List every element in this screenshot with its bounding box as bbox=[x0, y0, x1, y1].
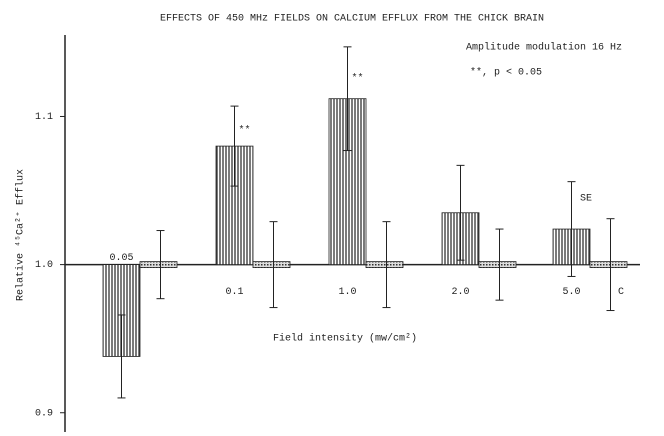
bar bbox=[139, 261, 178, 269]
chart-title: EFFECTS OF 450 MHz FIELDS ON CALCIUM EFF… bbox=[160, 14, 544, 25]
y-tick-label: 1.0 bbox=[35, 260, 53, 271]
legend-note: Amplitude modulation 16 Hz bbox=[466, 42, 622, 54]
x-tick-label: 1.0 bbox=[338, 287, 356, 298]
y-axis-label: Relative ⁴⁵Ca²⁺ Efflux bbox=[15, 169, 27, 301]
bar bbox=[478, 261, 517, 269]
x-tick-label: 0.05 bbox=[109, 253, 133, 264]
control-label: C bbox=[618, 287, 624, 298]
significance-mark: ** bbox=[238, 125, 250, 137]
bar bbox=[252, 261, 291, 269]
x-axis-label: Field intensity (mw/cm²) bbox=[273, 333, 417, 345]
significance-note: **, p < 0.05 bbox=[470, 67, 542, 79]
bar bbox=[589, 261, 628, 269]
x-tick-label: 0.1 bbox=[225, 287, 243, 298]
significance-mark: ** bbox=[351, 73, 363, 85]
se-label: SE bbox=[580, 194, 592, 205]
bar bbox=[365, 261, 404, 269]
x-tick-label: 5.0 bbox=[562, 287, 580, 298]
x-tick-label: 2.0 bbox=[451, 287, 469, 298]
y-tick-label: 1.1 bbox=[35, 112, 53, 123]
y-tick-label: 0.9 bbox=[35, 408, 53, 419]
